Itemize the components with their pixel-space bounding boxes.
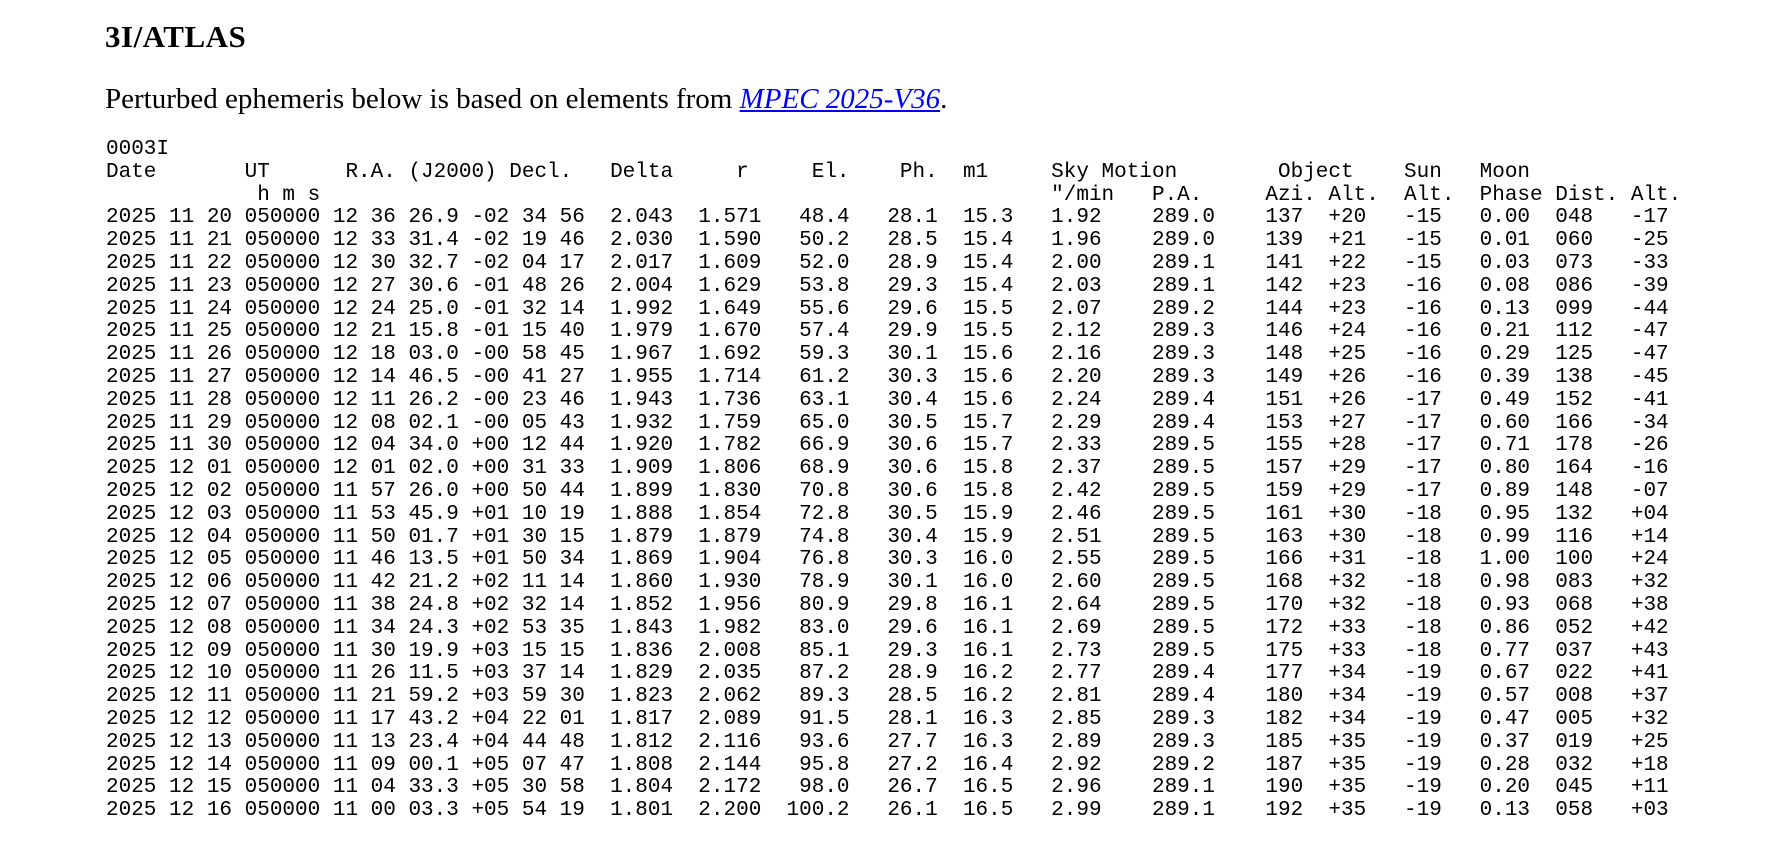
ephemeris-row: 2025 12 11 050000 11 21 59.2 +03 59 30 1… [106, 685, 1669, 709]
ephemeris-row: 2025 12 08 050000 11 34 24.3 +02 53 35 1… [106, 616, 1669, 640]
page-title: 3I/ATLAS [105, 19, 247, 54]
ephemeris-row: 2025 12 04 050000 11 50 01.7 +01 30 15 1… [106, 525, 1669, 549]
ephemeris-row: 2025 12 05 050000 11 46 13.5 +01 50 34 1… [106, 548, 1669, 572]
ephemeris-table: 0003I Date UT R.A. (J2000) Decl. Delta r … [106, 138, 1792, 823]
ephemeris-row: 2025 12 02 050000 11 57 26.0 +00 50 44 1… [106, 479, 1669, 503]
ephemeris-row: 2025 12 16 050000 11 00 03.3 +05 54 19 1… [106, 799, 1669, 823]
ephemeris-row: 2025 11 26 050000 12 18 03.0 -00 58 45 1… [106, 343, 1669, 367]
ephemeris-row: 2025 12 03 050000 11 53 45.9 +01 10 19 1… [106, 502, 1669, 526]
mpec-link[interactable]: MPEC 2025-V36 [739, 83, 941, 115]
intro-after: . [940, 83, 948, 115]
ephemeris-row: 2025 12 12 050000 11 17 43.2 +04 22 01 1… [106, 707, 1669, 731]
ephemeris-page-body: { "page": { "title": "3I/ATLAS", "intro_… [0, 21, 1792, 849]
intro-before: Perturbed ephemeris below is based on el… [105, 83, 740, 115]
ephemeris-row: 2025 11 28 050000 12 11 26.2 -00 23 46 1… [106, 388, 1669, 412]
ephemeris-row: 2025 12 09 050000 11 30 19.9 +03 15 15 1… [106, 639, 1669, 663]
ephemeris-row: 2025 11 24 050000 12 24 25.0 -01 32 14 1… [106, 297, 1669, 321]
ephemeris-row: 2025 11 25 050000 12 21 15.8 -01 15 40 1… [106, 320, 1669, 344]
intro-text: Perturbed ephemeris below is based on el… [105, 85, 1792, 114]
ephemeris-row: 2025 11 27 050000 12 14 46.5 -00 41 27 1… [106, 365, 1669, 389]
ephemeris-row: 2025 12 10 050000 11 26 11.5 +03 37 14 1… [106, 662, 1669, 686]
ephemeris-row: 2025 11 29 050000 12 08 02.1 -00 05 43 1… [106, 411, 1669, 435]
ephemeris-row: 2025 11 22 050000 12 30 32.7 -02 04 17 2… [106, 251, 1669, 275]
ephemeris-row: 2025 12 14 050000 11 09 00.1 +05 07 47 1… [106, 753, 1669, 777]
ephemeris-page: 3I/ATLAS Perturbed ephemeris below is ba… [0, 21, 1792, 849]
ephemeris-header-line: h m s "/min P.A. Azi. Alt. Alt. Phase Di… [106, 183, 1682, 207]
ephemeris-row: 2025 12 13 050000 11 13 23.4 +04 44 48 1… [106, 730, 1669, 754]
ephemeris-row: 2025 11 23 050000 12 27 30.6 -01 48 26 2… [106, 274, 1669, 298]
ephemeris-row: 2025 11 20 050000 12 36 26.9 -02 34 56 2… [106, 206, 1669, 230]
ephemeris-row: 2025 11 30 050000 12 04 34.0 +00 12 44 1… [106, 434, 1669, 458]
ephemeris-row: 2025 11 21 050000 12 33 31.4 -02 19 46 2… [106, 229, 1669, 253]
ephemeris-row: 2025 12 07 050000 11 38 24.8 +02 32 14 1… [106, 593, 1669, 617]
ephemeris-row: 2025 12 06 050000 11 42 21.2 +02 11 14 1… [106, 571, 1669, 595]
ephemeris-row: 2025 12 01 050000 12 01 02.0 +00 31 33 1… [106, 457, 1669, 481]
ephemeris-row: 2025 12 15 050000 11 04 33.3 +05 30 58 1… [106, 776, 1669, 800]
ephemeris-header-line: 0003I [106, 138, 170, 161]
ephemeris-header-line: Date UT R.A. (J2000) Decl. Delta r El. P… [106, 160, 1531, 184]
